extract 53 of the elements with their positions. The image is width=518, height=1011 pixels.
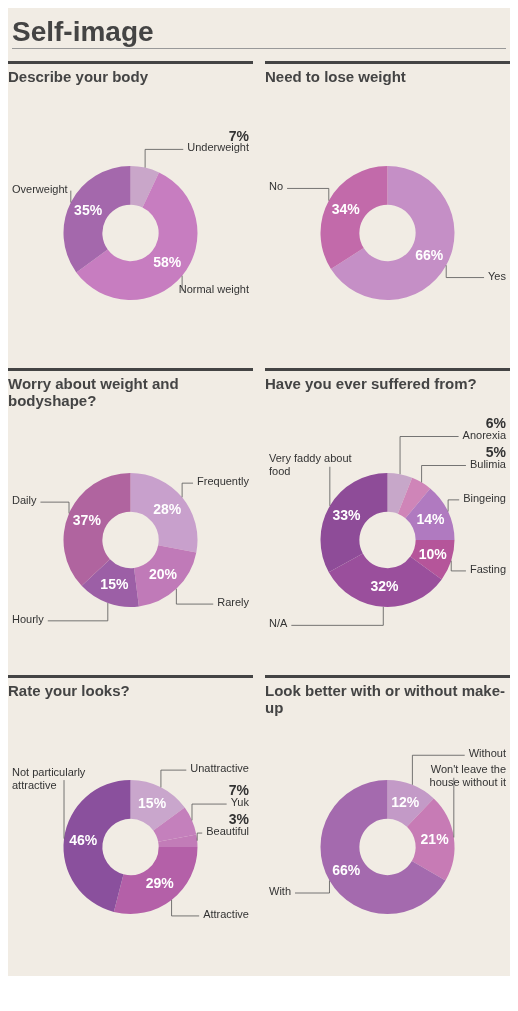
data-label: 7%: [228, 127, 250, 144]
chart-title: Have you ever suffered from?: [265, 368, 510, 415]
slice-label: Hourly: [12, 612, 45, 625]
slice-label: Yuk: [230, 796, 250, 809]
slice-label: Bingeing: [463, 491, 506, 504]
data-label: 35%: [74, 202, 103, 219]
slice-label: Normal weight: [178, 282, 249, 295]
chart-title: Worry about weight and bodyshape?: [8, 368, 253, 415]
data-label: 6%: [485, 414, 507, 431]
slice-label: Bulimia: [469, 457, 507, 470]
slice-label: Beautiful: [206, 825, 249, 838]
data-label: 7%: [228, 782, 250, 799]
slice-label: No: [269, 180, 284, 193]
data-label: 10%: [418, 545, 448, 562]
chart-title: Describe your body: [8, 61, 253, 108]
data-label: 58%: [153, 254, 182, 271]
slice-label: Anorexia: [462, 428, 507, 441]
data-label: 28%: [153, 500, 182, 517]
data-label: 20%: [149, 565, 178, 582]
data-label: 3%: [228, 811, 250, 828]
slice-label: With: [269, 885, 291, 898]
slice-label: Unattractive: [190, 762, 249, 775]
data-label: 66%: [332, 861, 361, 878]
slice-label: N/A: [269, 617, 288, 630]
slice-label: Frequently: [197, 475, 250, 488]
data-label: 5%: [485, 443, 507, 460]
data-label: 21%: [420, 831, 450, 848]
text: Self-image: [12, 16, 506, 49]
slice-label: Fasting: [469, 562, 506, 575]
slice-label: Without: [468, 747, 506, 760]
slice-label: Attractive: [203, 907, 249, 920]
slice-label: Daily: [12, 494, 37, 507]
chart-title: Look better with or without make-up: [265, 675, 510, 722]
data-label: 34%: [331, 200, 361, 217]
data-label: 14%: [416, 510, 446, 527]
slice-label: Not particularly attractive: [12, 765, 86, 791]
data-label: 37%: [72, 511, 102, 528]
slice-label: Underweight: [187, 141, 249, 154]
chart-title: Need to lose weight: [265, 61, 510, 108]
slice-label: Won't leave the house without it: [429, 763, 506, 789]
slice-label: Yes: [488, 269, 507, 282]
data-label: 32%: [370, 578, 400, 595]
data-label: 66%: [415, 246, 444, 263]
data-label: 15%: [100, 575, 129, 592]
chart-title: Rate your looks?: [8, 675, 253, 722]
slice-label: Overweight: [12, 182, 68, 195]
data-label: 33%: [332, 506, 362, 523]
data-label: 15%: [138, 795, 167, 812]
data-label: 29%: [145, 875, 175, 892]
data-label: 46%: [69, 831, 98, 848]
data-label: 12%: [391, 793, 420, 810]
slice-label: Very faddy about food: [269, 452, 352, 478]
slice-label: Rarely: [217, 596, 250, 609]
